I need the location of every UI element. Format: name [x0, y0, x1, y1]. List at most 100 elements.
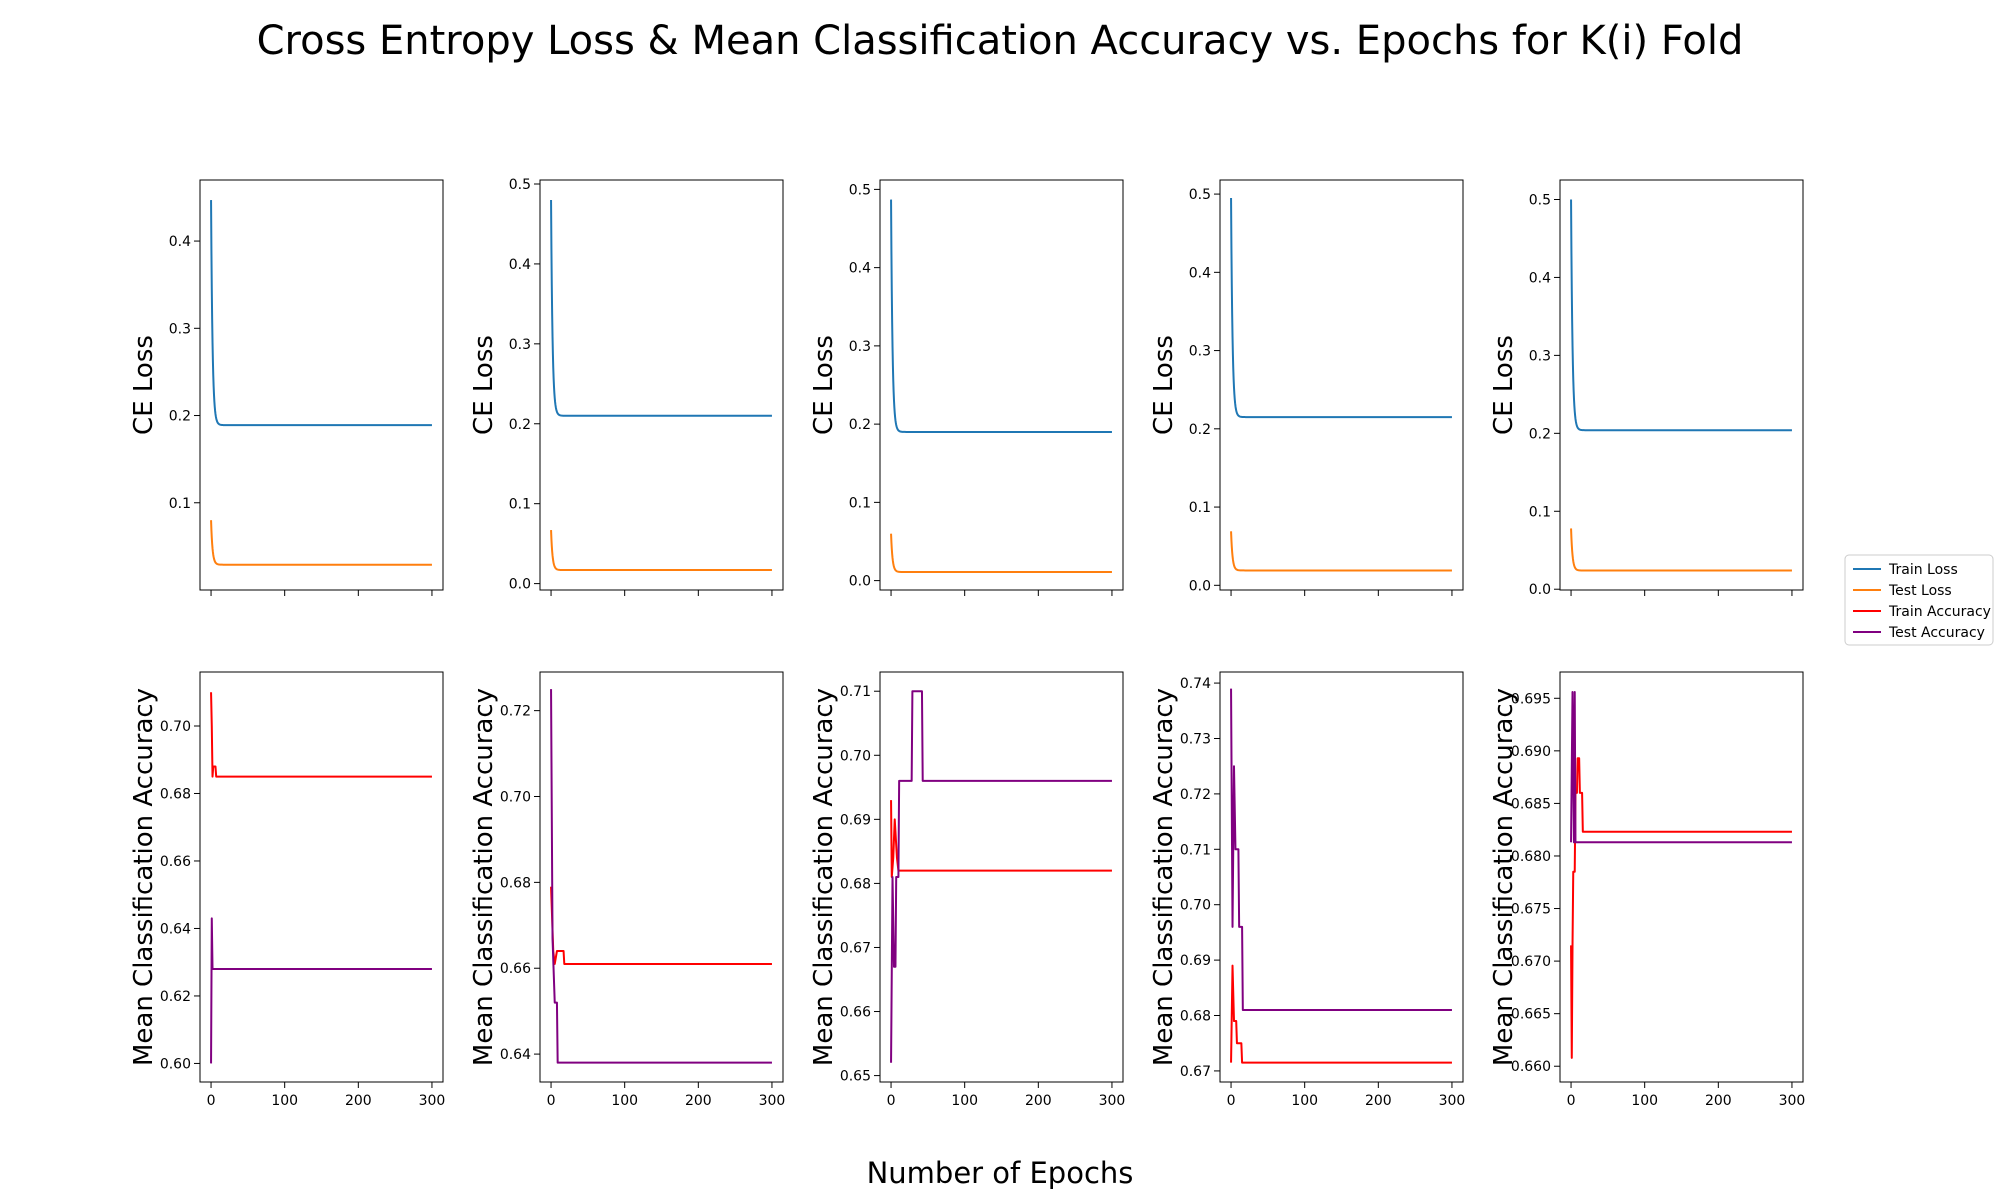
axes-frame: [1219, 671, 1464, 1083]
y-tick-label: 0.1: [1189, 500, 1211, 516]
y-tick-label: 0.68: [500, 875, 531, 891]
x-tick-label: 100: [611, 1093, 638, 1109]
axes-frame: [879, 179, 1124, 591]
y-axis-label: CE Loss: [469, 335, 499, 435]
x-tick-label: 0: [1567, 1093, 1576, 1109]
y-tick-label: 0.2: [1529, 426, 1551, 442]
y-tick-label: 0.0: [849, 574, 871, 590]
y-axis-label: Mean Classification Accuracy: [1149, 688, 1179, 1066]
series-line-test-accuracy: [1570, 690, 1792, 844]
series-line-train-loss: [890, 199, 1112, 433]
loss-panel-3: 0.0 0.1 0.2 0.3 0.4 0.5 CE Loss: [809, 179, 1124, 596]
y-tick-label: 0.695: [1511, 691, 1551, 707]
legend-box: [1844, 554, 1994, 646]
series-line-test-loss: [210, 520, 432, 566]
y-tick-label: 0.68: [160, 786, 191, 802]
y-tick-label: 0.1: [849, 495, 871, 511]
y-tick-label: 0.2: [849, 417, 871, 433]
y-tick-label: 0.64: [500, 1047, 531, 1063]
axes-frame: [1559, 179, 1804, 591]
y-tick-label: 0.62: [160, 989, 191, 1005]
y-tick-label: 0.3: [1189, 344, 1211, 360]
x-tick-label: 300: [1779, 1093, 1806, 1109]
y-tick-label: 0.1: [1529, 504, 1551, 520]
y-tick-label: 0.670: [1511, 954, 1551, 970]
y-tick-label: 0.64: [160, 921, 191, 937]
y-axis-label: CE Loss: [1489, 335, 1519, 435]
accuracy-panel-5: 0.660 0.665 0.670 0.675 0.680 0.685 0.690 0.695…: [1489, 671, 1806, 1109]
series-line-train-loss: [1570, 199, 1792, 432]
y-tick-label: 0.70: [1180, 898, 1211, 914]
series-line-test-loss: [550, 530, 772, 572]
y-tick-label: 0.0: [1189, 578, 1211, 594]
y-tick-label: 0.69: [1180, 953, 1211, 969]
x-tick-label: 200: [685, 1093, 712, 1109]
x-tick-label: 100: [951, 1093, 978, 1109]
axes-frame: [539, 179, 784, 591]
axes-frame: [539, 671, 784, 1083]
y-tick-label: 0.2: [1189, 422, 1211, 438]
series-line-train-loss: [210, 200, 432, 427]
x-tick-label: 100: [1631, 1093, 1658, 1109]
y-tick-label: 0.67: [1180, 1064, 1211, 1080]
y-tick-label: 0.3: [509, 337, 531, 353]
series-line-test-accuracy: [1230, 688, 1452, 1011]
legend-label: Train Accuracy: [1888, 604, 1991, 620]
y-tick-label: 0.72: [500, 704, 531, 720]
series-line-test-loss: [1230, 531, 1452, 572]
series-line-test-loss: [1570, 528, 1792, 572]
y-axis-label: Mean Classification Accuracy: [469, 688, 499, 1066]
y-axis-label: CE Loss: [1149, 335, 1179, 435]
y-tick-label: 0.690: [1511, 744, 1551, 760]
y-tick-label: 0.5: [509, 177, 531, 193]
accuracy-panel-2: 0.64 0.66 0.68 0.70 0.72 0 100 200 300 Mean Class…: [469, 671, 785, 1109]
y-tick-label: 0.4: [1189, 265, 1211, 281]
y-tick-label: 0.71: [840, 684, 871, 700]
series-line-test-accuracy: [210, 917, 432, 1064]
y-tick-label: 0.65: [840, 1069, 871, 1085]
y-tick-label: 0.71: [1180, 842, 1211, 858]
y-tick-label: 0.3: [849, 339, 871, 355]
x-tick-label: 100: [271, 1093, 298, 1109]
y-tick-label: 0.5: [1529, 192, 1551, 208]
y-tick-label: 0.70: [500, 790, 531, 806]
axes-frame: [1559, 671, 1804, 1083]
y-axis-label: CE Loss: [129, 335, 159, 435]
y-tick-label: 0.1: [169, 496, 191, 512]
y-tick-label: 0.675: [1511, 902, 1551, 918]
chart-title: Cross Entropy Loss & Mean Classification…: [257, 18, 1744, 64]
y-tick-label: 0.665: [1511, 1007, 1551, 1023]
x-tick-label: 200: [1705, 1093, 1732, 1109]
series-line-train-accuracy: [1230, 964, 1452, 1064]
y-tick-label: 0.70: [840, 748, 871, 764]
y-tick-label: 0.60: [160, 1056, 191, 1072]
y-axis-label: CE Loss: [809, 335, 839, 435]
y-tick-label: 0.4: [1529, 270, 1551, 286]
axes-frame: [199, 671, 444, 1083]
y-tick-label: 0.3: [1529, 348, 1551, 364]
y-tick-label: 0.70: [160, 719, 191, 735]
series-line-train-accuracy: [550, 886, 772, 965]
y-tick-label: 0.1: [509, 497, 531, 513]
accuracy-panel-1: 0.60 0.62 0.64 0.66 0.68 0.70 0 100 200 300 Mean C…: [129, 671, 445, 1109]
y-tick-label: 0.66: [840, 1005, 871, 1021]
series-line-train-accuracy: [210, 692, 432, 778]
loss-panel-2: 0.0 0.1 0.2 0.3 0.4 0.5 CE Loss: [469, 177, 784, 596]
x-tick-label: 200: [1365, 1093, 1392, 1109]
series-line-test-accuracy: [550, 689, 772, 1064]
x-tick-label: 0: [887, 1093, 896, 1109]
y-tick-label: 0.73: [1180, 731, 1211, 747]
loss-panel-4: 0.0 0.1 0.2 0.3 0.4 0.5 CE Loss: [1149, 179, 1464, 596]
y-tick-label: 0.2: [509, 417, 531, 433]
accuracy-panel-4: 0.67 0.68 0.69 0.70 0.71 0.72 0.73 0.74 0 100 200 3…: [1149, 671, 1465, 1109]
y-tick-label: 0.66: [160, 854, 191, 870]
x-tick-label: 200: [345, 1093, 372, 1109]
y-tick-label: 0.0: [1529, 582, 1551, 598]
axes-frame: [879, 671, 1124, 1083]
y-axis-label: Mean Classification Accuracy: [809, 688, 839, 1066]
y-tick-label: 0.3: [169, 321, 191, 337]
y-tick-label: 0.685: [1511, 796, 1551, 812]
series-line-train-accuracy: [890, 800, 1112, 878]
y-tick-label: 0.5: [849, 182, 871, 198]
